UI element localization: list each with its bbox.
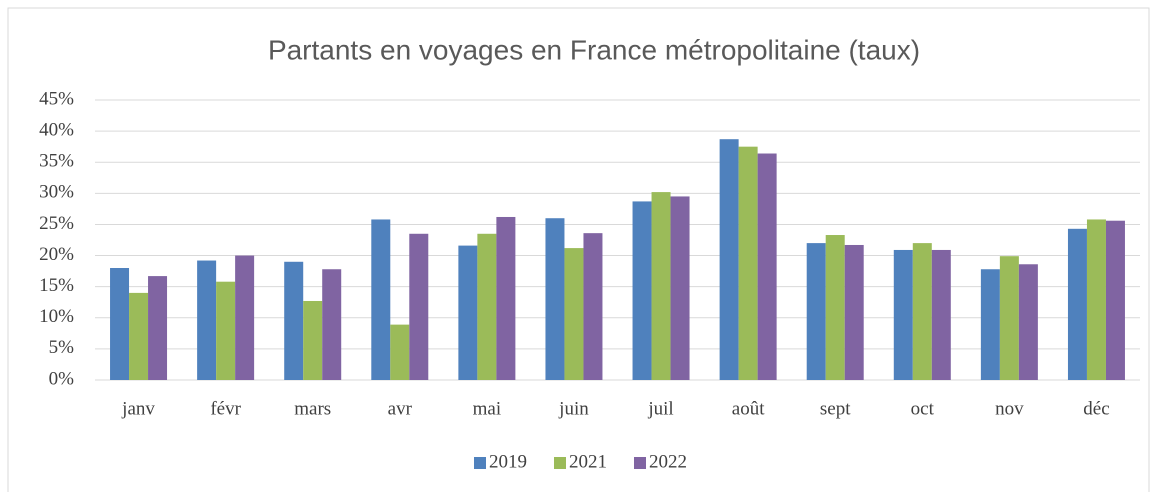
bar [409,233,429,380]
bar [197,260,217,380]
y-tick-label: 20% [39,244,74,265]
y-tick-label: 0% [49,368,75,389]
bar [1067,228,1087,380]
bar [825,235,845,380]
legend-swatch [554,457,566,469]
bar [371,219,391,380]
bar [148,276,168,380]
y-tick-label: 10% [39,306,74,327]
y-tick-label: 35% [39,151,74,172]
bar [129,292,149,380]
legend-label: 2022 [649,451,687,472]
bar [893,249,913,380]
bar [931,249,951,380]
bar [390,324,410,380]
x-tick-label: juin [558,398,589,419]
bar [738,146,758,380]
bar [632,201,652,380]
y-tick-label: 5% [49,337,75,358]
y-tick-label: 15% [39,275,74,296]
bar [458,245,478,380]
y-tick-label: 25% [39,213,74,234]
bar [757,153,777,380]
y-tick-label: 30% [39,182,74,203]
bar [1086,219,1106,380]
x-tick-label: mai [473,398,502,419]
bar [284,261,304,380]
bar [912,243,932,380]
x-tick-label: mars [294,398,331,419]
x-tick-label: avr [388,398,413,419]
x-tick-label: janv [121,398,155,419]
bar [583,233,603,380]
chart-title: Partants en voyages en France métropolit… [268,34,920,65]
bar [216,281,236,380]
x-tick-label: nov [995,398,1024,419]
bar [564,248,584,380]
x-tick-label: juil [647,398,673,419]
x-tick-label: févr [210,398,241,419]
x-tick-label: déc [1083,398,1109,419]
bar [1018,264,1038,380]
x-tick-label: oct [911,398,935,419]
bar [235,255,255,380]
legend-label: 2019 [489,451,527,472]
y-tick-label: 40% [39,119,74,140]
y-tick-label: 45% [39,88,74,109]
bar [545,218,565,380]
bar [999,256,1019,380]
bar [110,268,130,380]
bar [477,233,497,380]
bar [806,243,826,380]
bar [719,139,739,380]
bar [670,196,690,380]
bar [980,269,1000,380]
bar [651,192,671,380]
legend-swatch [634,457,646,469]
bar [1105,220,1125,380]
x-tick-label: sept [820,398,851,419]
bar [844,244,864,380]
legend-swatch [474,457,486,469]
bar [303,300,323,380]
bar [496,216,516,380]
x-tick-label: août [732,398,765,419]
legend-label: 2021 [569,451,607,472]
bar [322,269,342,380]
